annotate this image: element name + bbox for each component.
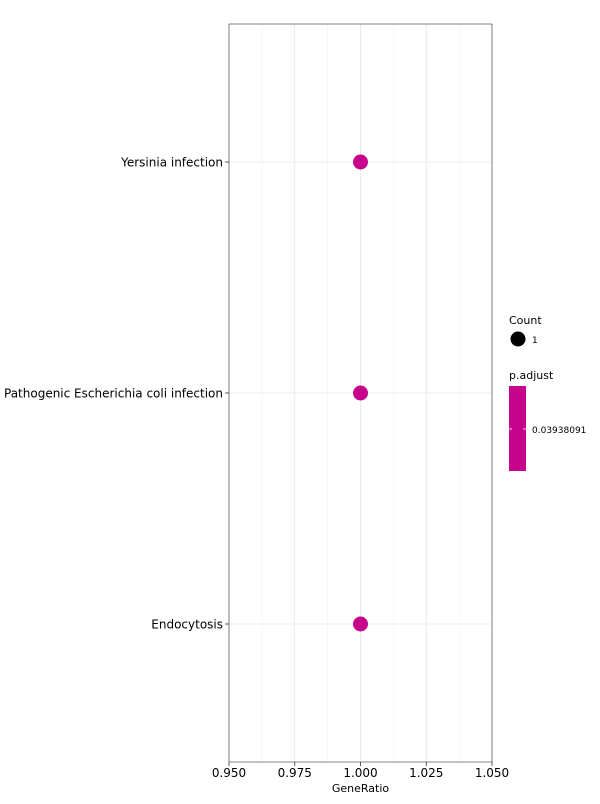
y-tick-label: Pathogenic Escherichia coli infection [4, 387, 223, 401]
legend: Count 1 p.adjust 0.03938091 [509, 314, 586, 471]
legend-count-title: Count [509, 314, 542, 327]
data-points [353, 154, 368, 632]
legend-count-symbol [510, 331, 526, 347]
x-axis-title: GeneRatio [332, 782, 390, 795]
y-tick-label: Yersinia infection [120, 156, 223, 170]
x-tick-label: 1.025 [409, 766, 443, 780]
x-tick-label: 0.975 [278, 766, 312, 780]
y-axis-labels: Endocytosis Pathogenic Escherichia coli i… [4, 156, 229, 632]
legend-padjust-title: p.adjust [509, 369, 554, 382]
data-point [353, 616, 368, 632]
x-tick-label: 1.000 [343, 766, 377, 780]
legend-padjust-entry: 0.03938091 [532, 426, 586, 436]
data-point [353, 154, 368, 170]
x-axis-ticks: 0.950 0.975 1.000 1.025 1.050 [212, 762, 509, 780]
legend-count-entry: 1 [532, 336, 538, 346]
y-tick-label: Endocytosis [151, 618, 223, 632]
x-tick-label: 0.950 [212, 766, 246, 780]
x-tick-label: 1.050 [475, 766, 509, 780]
data-point [353, 385, 368, 401]
legend-padjust-colorbar [509, 386, 526, 471]
